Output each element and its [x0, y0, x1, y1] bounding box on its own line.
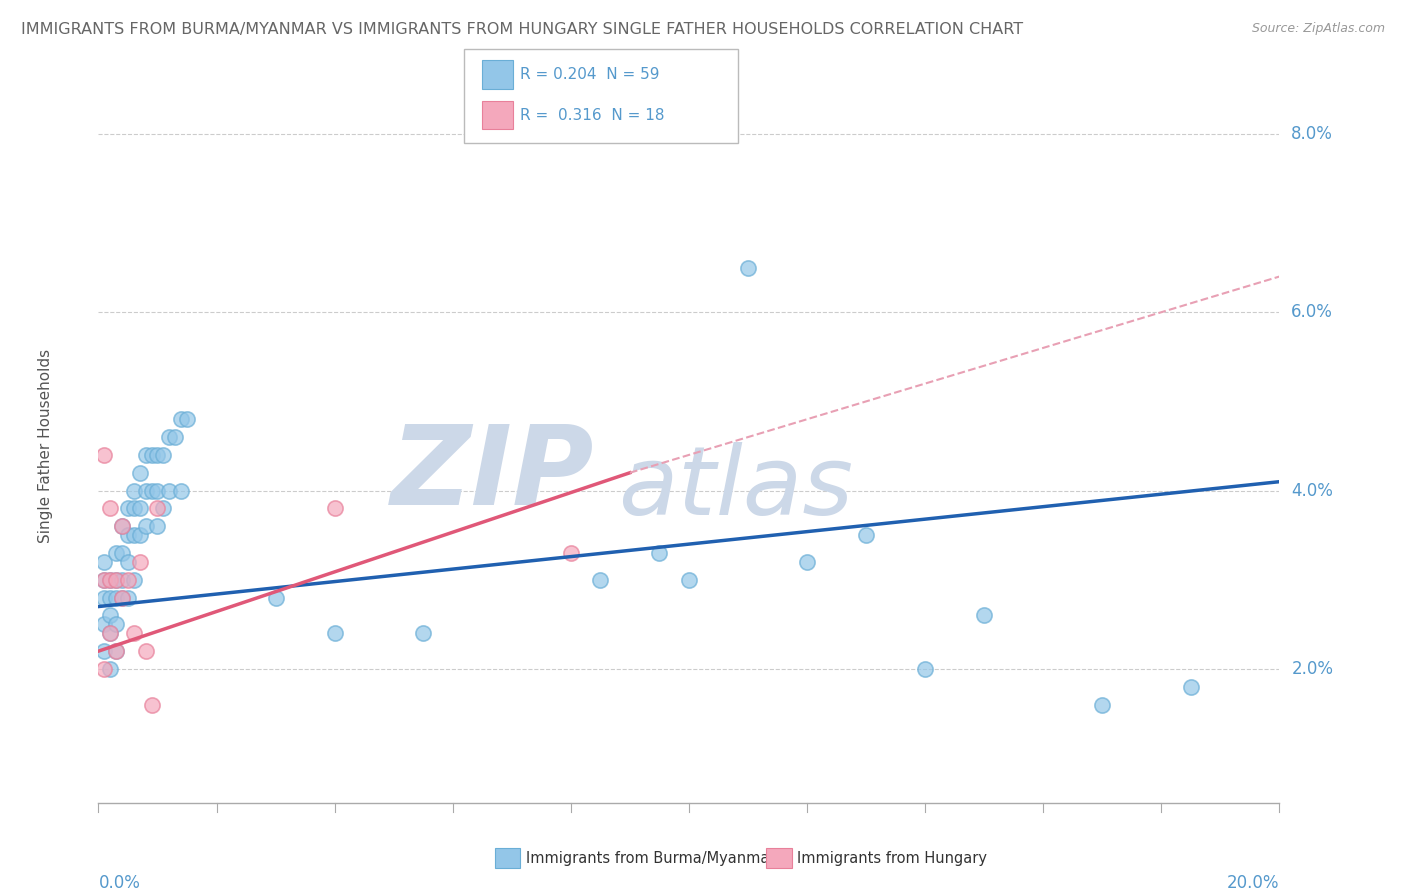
- Point: [146, 501, 169, 516]
- Point: [98, 662, 121, 676]
- Point: [98, 501, 121, 516]
- Point: [128, 501, 150, 516]
- Point: [135, 644, 157, 658]
- Point: [146, 448, 169, 462]
- Point: [141, 698, 163, 712]
- Point: [855, 528, 877, 542]
- Point: [176, 412, 198, 426]
- Point: [98, 626, 121, 640]
- Point: [93, 644, 115, 658]
- Text: R = 0.204  N = 59: R = 0.204 N = 59: [520, 67, 659, 82]
- Point: [122, 501, 145, 516]
- Point: [105, 546, 128, 560]
- Point: [111, 546, 134, 560]
- Text: Source: ZipAtlas.com: Source: ZipAtlas.com: [1251, 22, 1385, 36]
- Text: ZIP: ZIP: [391, 421, 595, 528]
- Point: [105, 573, 128, 587]
- Point: [135, 519, 157, 533]
- Point: [98, 626, 121, 640]
- Point: [737, 260, 759, 275]
- Point: [914, 662, 936, 676]
- Point: [1180, 680, 1202, 694]
- Point: [560, 546, 582, 560]
- Point: [170, 483, 193, 498]
- Point: [135, 448, 157, 462]
- Point: [152, 448, 174, 462]
- Point: [973, 608, 995, 623]
- Text: R =  0.316  N = 18: R = 0.316 N = 18: [520, 108, 665, 122]
- Point: [111, 573, 134, 587]
- Point: [117, 591, 139, 605]
- Point: [157, 430, 180, 444]
- Point: [117, 573, 139, 587]
- Point: [98, 591, 121, 605]
- Text: 8.0%: 8.0%: [1291, 125, 1333, 143]
- Text: IMMIGRANTS FROM BURMA/MYANMAR VS IMMIGRANTS FROM HUNGARY SINGLE FATHER HOUSEHOLD: IMMIGRANTS FROM BURMA/MYANMAR VS IMMIGRA…: [21, 22, 1024, 37]
- Point: [98, 608, 121, 623]
- Point: [93, 617, 115, 632]
- Point: [141, 483, 163, 498]
- Point: [323, 501, 346, 516]
- Point: [111, 591, 134, 605]
- Point: [93, 573, 115, 587]
- Point: [122, 573, 145, 587]
- Point: [105, 644, 128, 658]
- Point: [117, 555, 139, 569]
- Point: [98, 573, 121, 587]
- Point: [323, 626, 346, 640]
- Point: [122, 483, 145, 498]
- Point: [146, 483, 169, 498]
- Point: [678, 573, 700, 587]
- Point: [135, 483, 157, 498]
- Point: [111, 519, 134, 533]
- Point: [111, 591, 134, 605]
- Text: 0.0%: 0.0%: [98, 874, 141, 892]
- Point: [111, 519, 134, 533]
- Point: [128, 528, 150, 542]
- Text: 2.0%: 2.0%: [1291, 660, 1333, 678]
- Point: [412, 626, 434, 640]
- Point: [128, 466, 150, 480]
- Text: 20.0%: 20.0%: [1227, 874, 1279, 892]
- Point: [796, 555, 818, 569]
- Point: [105, 644, 128, 658]
- Point: [117, 501, 139, 516]
- Text: 4.0%: 4.0%: [1291, 482, 1333, 500]
- Point: [105, 617, 128, 632]
- Point: [93, 573, 115, 587]
- Point: [117, 528, 139, 542]
- Point: [141, 448, 163, 462]
- Point: [152, 501, 174, 516]
- Point: [93, 591, 115, 605]
- Point: [157, 483, 180, 498]
- Point: [122, 528, 145, 542]
- Text: Immigrants from Burma/Myanmar: Immigrants from Burma/Myanmar: [526, 851, 775, 865]
- Text: Single Father Households: Single Father Households: [38, 349, 53, 543]
- Point: [93, 555, 115, 569]
- Text: Immigrants from Hungary: Immigrants from Hungary: [797, 851, 987, 865]
- Point: [93, 448, 115, 462]
- Point: [93, 662, 115, 676]
- Point: [128, 555, 150, 569]
- Point: [122, 626, 145, 640]
- Point: [589, 573, 612, 587]
- Text: 6.0%: 6.0%: [1291, 303, 1333, 321]
- Point: [264, 591, 287, 605]
- Point: [146, 519, 169, 533]
- Point: [105, 573, 128, 587]
- Point: [1091, 698, 1114, 712]
- Point: [170, 412, 193, 426]
- Point: [648, 546, 671, 560]
- Point: [105, 591, 128, 605]
- Point: [165, 430, 187, 444]
- Text: atlas: atlas: [619, 442, 853, 535]
- Point: [98, 573, 121, 587]
